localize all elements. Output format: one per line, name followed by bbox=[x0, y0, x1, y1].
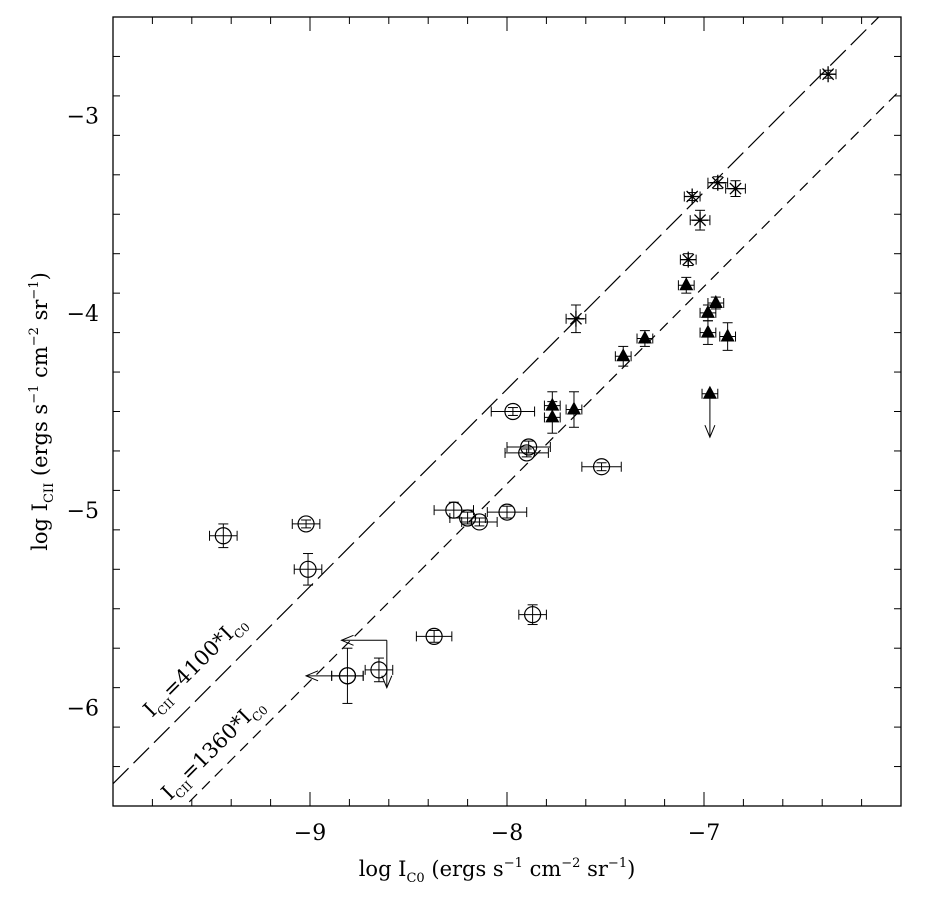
y-tick-label: −6 bbox=[67, 696, 99, 721]
filled-triangle-point-7 bbox=[616, 348, 631, 362]
asterisk-point-6 bbox=[680, 251, 697, 268]
y-axis-label: log ICII (ergs s−1 cm−2 sr−1) bbox=[27, 272, 57, 551]
filled-triangle-point-6 bbox=[637, 330, 652, 344]
filled-triangle-point-11-limit-arrowhead bbox=[704, 424, 716, 439]
asterisk-point-7 bbox=[567, 310, 584, 327]
filled-triangle-point-5 bbox=[720, 328, 735, 342]
relation-lines bbox=[113, 17, 901, 806]
open-circle-point-8 bbox=[470, 513, 489, 531]
open-circle-point-5 bbox=[498, 503, 516, 521]
relation-line-1 bbox=[113, 17, 880, 785]
filled-triangle-point-10 bbox=[545, 409, 560, 423]
y-tick-label: −4 bbox=[67, 302, 99, 327]
open-circle-point-10 bbox=[214, 527, 232, 545]
x-tick-label: −9 bbox=[294, 821, 326, 846]
asterisk-point-2 bbox=[709, 174, 726, 191]
relation-line-2 bbox=[184, 88, 901, 806]
filled-triangle-point-1 bbox=[679, 277, 694, 291]
x-tick-label: −7 bbox=[688, 821, 720, 846]
open-circle-point-1 bbox=[504, 402, 522, 421]
open-circle-point-17-limit-arrowhead bbox=[340, 634, 354, 646]
filled-triangle-point-11 bbox=[702, 385, 717, 399]
open-circle-point-3 bbox=[518, 444, 536, 462]
y-tick-label: −3 bbox=[67, 105, 99, 130]
open-circle-point-9 bbox=[297, 515, 315, 533]
data-markers bbox=[209, 66, 837, 704]
open-circle-point-18-limit-arrowhead bbox=[381, 675, 393, 689]
asterisk-point-4 bbox=[684, 188, 701, 205]
filled-triangle-point-4 bbox=[700, 324, 715, 338]
open-circle-point-13 bbox=[425, 627, 443, 645]
axes: −9 −8 −7 −6 −5 −4 −3 log IC0 (ergs s−1 cm−2 sr−… bbox=[27, 16, 902, 886]
relation-label-1360: ICII=1360*IC0 bbox=[157, 693, 271, 807]
filled-triangle-point-3 bbox=[700, 304, 715, 318]
filled-triangle-point-9 bbox=[566, 401, 581, 415]
open-circle-point-4 bbox=[592, 458, 611, 476]
x-tick-label: −8 bbox=[491, 821, 523, 846]
asterisk-point-1 bbox=[820, 66, 837, 83]
open-circle-point-11 bbox=[299, 560, 317, 578]
open-circle-point-19-limit-arrowhead bbox=[304, 670, 319, 682]
asterisk-point-3 bbox=[727, 180, 744, 197]
open-circle-point-12 bbox=[524, 606, 542, 624]
y-tick-label: −5 bbox=[67, 499, 99, 524]
asterisk-point-5 bbox=[692, 212, 709, 229]
x-axis-label: log IC0 (ergs s−1 cm−2 sr−1) bbox=[359, 856, 636, 886]
